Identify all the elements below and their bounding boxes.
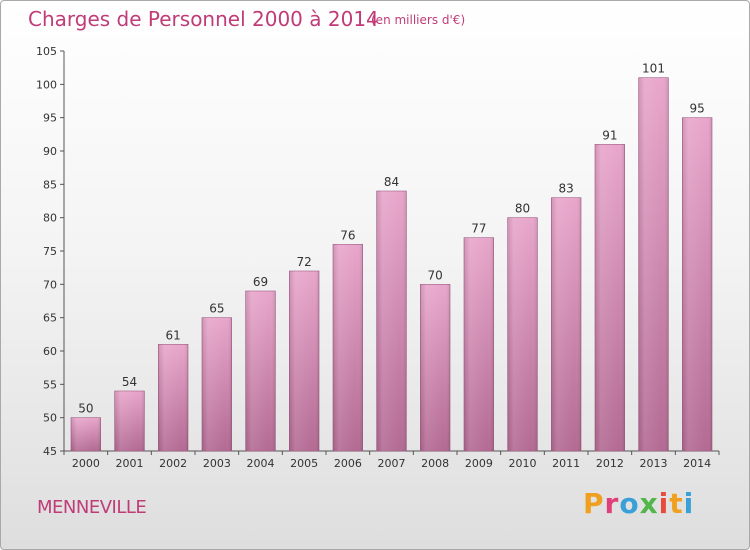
x-tick-label-2007: 2007 bbox=[378, 457, 406, 470]
bar-shade-2008 bbox=[420, 284, 451, 451]
y-tick-label: 70 bbox=[43, 278, 57, 291]
bar-shade-2000 bbox=[70, 417, 101, 451]
value-label-2006: 76 bbox=[340, 228, 355, 242]
y-tick-label: 105 bbox=[36, 45, 57, 58]
x-tick-label-2001: 2001 bbox=[116, 457, 144, 470]
value-label-2004: 69 bbox=[253, 275, 268, 289]
value-label-2002: 61 bbox=[166, 328, 181, 342]
x-tick-label-2010: 2010 bbox=[509, 457, 537, 470]
value-label-2013: 101 bbox=[642, 62, 665, 76]
x-tick-label-2005: 2005 bbox=[290, 457, 318, 470]
x-tick-label-2002: 2002 bbox=[159, 457, 187, 470]
bar-shade-2006 bbox=[332, 244, 363, 451]
axes: 45 50 55 60 65 70 75 80 85 90 95 100 105 2000 2001 2002… bbox=[36, 45, 720, 470]
y-tick-label: 95 bbox=[43, 112, 57, 125]
logo-letter: P bbox=[583, 487, 605, 520]
value-label-2014: 95 bbox=[690, 102, 705, 116]
x-tick-label-2009: 2009 bbox=[465, 457, 493, 470]
bar-shade-2004 bbox=[245, 291, 276, 451]
logo-letter: o bbox=[619, 487, 640, 520]
proxiti-logo: Proxiti bbox=[583, 487, 694, 520]
y-tick-label: 55 bbox=[43, 378, 57, 391]
logo-letter: i bbox=[683, 487, 695, 520]
x-tick-label-2014: 2014 bbox=[683, 457, 711, 470]
commune-name: MENNEVILLE bbox=[37, 497, 147, 518]
value-label-2010: 80 bbox=[515, 202, 530, 216]
bar-shade-2001 bbox=[114, 391, 145, 451]
value-label-2003: 65 bbox=[209, 302, 224, 316]
x-tick-label-2000: 2000 bbox=[72, 457, 100, 470]
logo-letter: x bbox=[639, 487, 659, 520]
value-label-2001: 54 bbox=[122, 375, 137, 389]
y-tick-label: 75 bbox=[43, 245, 57, 258]
logo-letter: i bbox=[658, 487, 670, 520]
x-tick-label-2003: 2003 bbox=[203, 457, 231, 470]
bar-shade-2011 bbox=[551, 197, 582, 451]
x-tick-label-2011: 2011 bbox=[552, 457, 580, 470]
bar-shade-2013 bbox=[638, 77, 669, 452]
bars: 50 54 61 65 69 72 76 84 70 77 80 83 91 101 95 bbox=[70, 62, 713, 452]
x-tick-label-2004: 2004 bbox=[247, 457, 275, 470]
y-tick-label: 90 bbox=[43, 145, 57, 158]
bar-shade-2014 bbox=[682, 117, 713, 452]
bar-shade-2010 bbox=[507, 217, 538, 451]
x-tick-label-2013: 2013 bbox=[640, 457, 668, 470]
y-tick-label: 45 bbox=[43, 445, 57, 458]
x-tick-label-2008: 2008 bbox=[421, 457, 449, 470]
chart-title: Charges de Personnel 2000 à 2014 bbox=[28, 7, 379, 31]
bar-shade-2012 bbox=[594, 144, 625, 452]
x-tick-label-2012: 2012 bbox=[596, 457, 624, 470]
value-label-2011: 83 bbox=[559, 182, 574, 196]
bar-shade-2007 bbox=[376, 191, 407, 451]
bar-shade-2009 bbox=[463, 237, 494, 451]
bar-shade-2002 bbox=[158, 344, 189, 451]
bar-shade-2005 bbox=[289, 271, 320, 451]
x-tick-label-2006: 2006 bbox=[334, 457, 362, 470]
bar-shade-2003 bbox=[201, 317, 232, 451]
value-label-2008: 70 bbox=[428, 268, 443, 282]
y-tick-label: 65 bbox=[43, 312, 57, 325]
chart-subtitle: (en milliers d'€) bbox=[371, 13, 466, 27]
y-tick-label: 50 bbox=[43, 412, 57, 425]
y-tick-label: 60 bbox=[43, 345, 57, 358]
value-label-2009: 77 bbox=[471, 222, 486, 236]
value-label-2007: 84 bbox=[384, 175, 399, 189]
y-tick-label: 80 bbox=[43, 212, 57, 225]
value-label-2000: 50 bbox=[78, 402, 93, 416]
y-tick-label: 85 bbox=[43, 178, 57, 191]
logo-letter: r bbox=[604, 487, 620, 520]
value-label-2005: 72 bbox=[297, 255, 312, 269]
logo-letter: t bbox=[669, 487, 684, 520]
y-tick-label: 100 bbox=[36, 78, 57, 91]
value-label-2012: 91 bbox=[602, 128, 617, 142]
